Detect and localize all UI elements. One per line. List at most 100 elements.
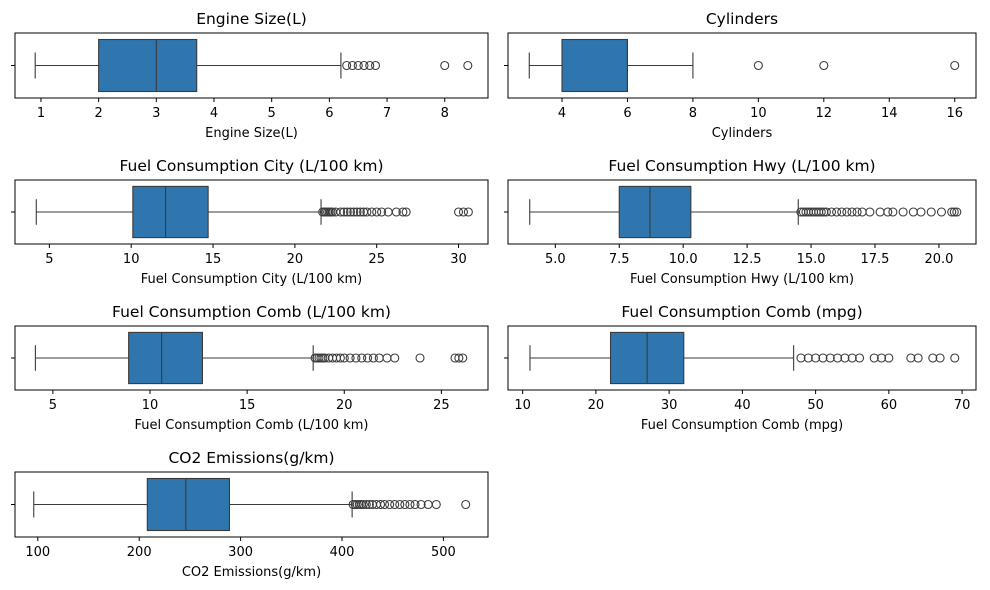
outlier-point	[826, 207, 837, 217]
outlier-point	[361, 499, 371, 510]
outlier-point	[816, 207, 826, 217]
outlier-point	[453, 207, 464, 217]
outlier-point	[357, 353, 367, 363]
subplot-1: Cylinders 4 6 8 10 12 14 16 Cylinders	[504, 10, 977, 141]
outlier-point	[377, 207, 387, 217]
outlier-point	[847, 353, 857, 363]
x-tick-label: 5.0	[545, 252, 566, 267]
outlier-point	[819, 60, 829, 71]
x-tick-label: 200	[127, 545, 152, 560]
outlier-point	[825, 353, 835, 363]
x-tick-label: 15	[205, 252, 222, 267]
outlier-point	[857, 207, 867, 217]
x-tick-label: 60	[881, 398, 898, 413]
outlier-point	[906, 353, 916, 363]
x-tick-label: 400	[330, 545, 355, 560]
outlier-point	[353, 60, 363, 71]
outlier-point	[883, 207, 893, 217]
outlier-point	[458, 207, 468, 217]
outlier-point	[947, 207, 957, 217]
x-tick-label: 10.0	[669, 252, 698, 267]
subplot-3: Fuel Consumption Hwy (L/100 km) 5.0 7.5 10.…	[504, 157, 977, 287]
iqr-box	[561, 38, 629, 93]
outlier-point	[410, 499, 420, 510]
iqr-box	[98, 38, 198, 93]
x-tick-label: 4	[558, 106, 566, 121]
x-axis-label: Fuel Consumption City (L/100 km)	[141, 272, 363, 287]
outlier-point	[463, 60, 473, 71]
outlier-point	[876, 353, 887, 363]
outlier-point	[339, 207, 349, 217]
x-tick-label: 100	[25, 545, 50, 560]
outlier-point	[391, 207, 401, 217]
x-tick-label: 15.0	[797, 252, 826, 267]
outlier-point	[363, 353, 373, 363]
subplot-0: Engine Size(L) 1 2 3 4 5 6 7 8 Engine Size(L)	[11, 10, 489, 141]
x-tick-label: 70	[954, 398, 971, 413]
outlier-point	[852, 207, 862, 217]
outlier-point	[351, 353, 361, 363]
outlier-point	[952, 207, 962, 217]
outlier-point	[342, 60, 352, 71]
x-tick-label: 15	[239, 398, 256, 413]
outlier-point	[395, 499, 405, 510]
outlier-point	[884, 353, 894, 363]
subplot-title: Cylinders	[706, 10, 778, 28]
outlier-point	[415, 353, 425, 363]
outlier-point	[818, 353, 828, 363]
outlier-point	[364, 499, 374, 510]
x-tick-label: 4	[210, 106, 218, 121]
outlier-point	[359, 60, 369, 71]
outlier-point	[854, 353, 865, 363]
outlier-point	[463, 207, 473, 217]
outlier-point	[926, 207, 936, 217]
subplot-title: Fuel Consumption Comb (L/100 km)	[112, 303, 391, 321]
outlier-point	[431, 499, 441, 510]
x-tick-label: 30	[450, 252, 467, 267]
outlier-point	[833, 353, 843, 363]
outlier-point	[837, 207, 847, 217]
outlier-point	[400, 499, 410, 510]
outlier-point	[461, 499, 471, 510]
outlier-point	[949, 207, 959, 217]
x-tick-label: 20.0	[924, 252, 953, 267]
outlier-point	[349, 207, 359, 217]
outlier-point	[821, 207, 831, 217]
x-tick-label: 12.5	[733, 252, 762, 267]
subplot-title: Fuel Consumption City (L/100 km)	[119, 157, 383, 175]
x-tick-label: 3	[152, 106, 160, 121]
x-tick-label: 10	[123, 252, 140, 267]
x-tick-label: 25	[433, 398, 450, 413]
outlier-point	[345, 207, 356, 217]
x-tick-label: 500	[431, 545, 456, 560]
x-axis-label: CO2 Emissions(g/km)	[182, 565, 321, 580]
x-tick-label: 1	[37, 106, 45, 121]
outlier-point	[928, 353, 938, 363]
outlier-point	[401, 207, 411, 217]
outlier-point	[390, 499, 400, 510]
outlier-point	[339, 353, 349, 363]
outlier-point	[840, 353, 850, 363]
x-tick-label: 50	[807, 398, 824, 413]
outlier-point	[355, 207, 365, 217]
x-tick-label: 5	[268, 106, 276, 121]
x-tick-label: 10	[142, 398, 159, 413]
outlier-point	[390, 353, 400, 363]
outlier-point	[811, 353, 821, 363]
x-tick-label: 40	[734, 398, 751, 413]
outlier-point	[375, 499, 386, 510]
outlier-point	[796, 353, 806, 363]
outlier-point	[358, 499, 368, 510]
iqr-box	[128, 331, 204, 385]
outlier-point	[842, 207, 852, 217]
iqr-box	[618, 185, 692, 239]
x-tick-label: 14	[881, 106, 898, 121]
x-tick-label: 6	[623, 106, 631, 121]
x-tick-label: 16	[946, 106, 963, 121]
outlier-point	[865, 207, 875, 217]
outlier-point	[753, 60, 763, 71]
iqr-box	[132, 185, 209, 239]
outlier-point	[888, 207, 898, 217]
outlier-point	[374, 353, 384, 363]
outlier-point	[367, 207, 377, 217]
